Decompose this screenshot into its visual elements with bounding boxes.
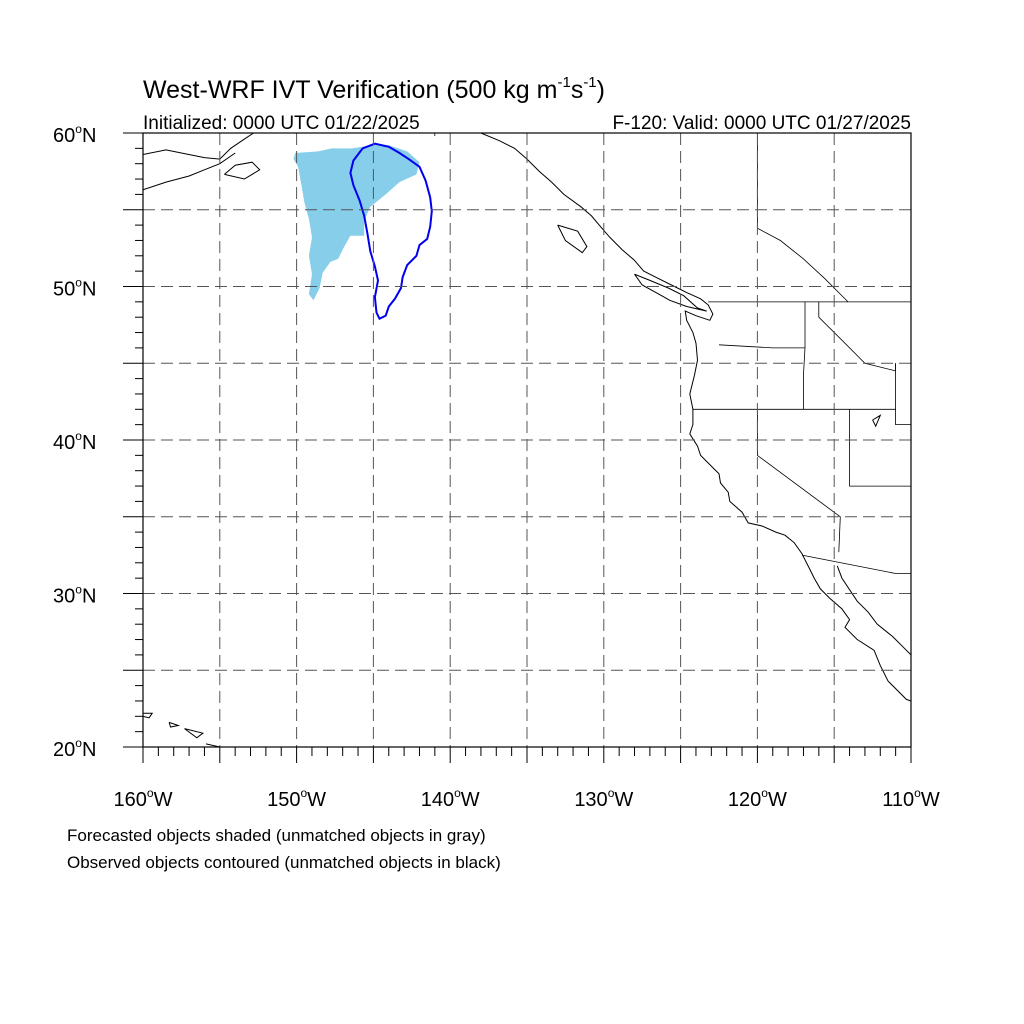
degree-mark: o (454, 786, 461, 800)
degree-mark: o (75, 276, 82, 290)
political-borders-layer (434, 133, 911, 574)
border-line (757, 409, 841, 553)
hemisphere-letter: N (82, 739, 96, 761)
border-line (803, 301, 806, 410)
init-time-label: Initialized: 0000 UTC 01/22/2025 (143, 113, 420, 134)
hemisphere-letter: W (307, 789, 326, 811)
hemisphere-letter: W (768, 789, 787, 811)
valid-time-label: F-120: Valid: 0000 UTC 01/27/2025 (612, 113, 911, 134)
degree-mark: o (761, 786, 768, 800)
forecast-legend-note: Forecasted objects shaded (unmatched obj… (67, 826, 486, 845)
title-unit-s: s (571, 76, 584, 104)
axis-ticks (123, 132, 912, 763)
degree-mark: o (75, 583, 82, 597)
degree-mark: o (75, 736, 82, 750)
lat-label: 40oN (53, 429, 96, 454)
lat-label: 30oN (53, 583, 96, 608)
observed-object-contour (349, 142, 433, 321)
lon-label-value: 110 (882, 789, 914, 811)
coastline (143, 712, 154, 719)
hemisphere-letter: W (921, 789, 940, 811)
lon-label-value: 120 (728, 789, 761, 811)
lat-label: 60oN (53, 122, 96, 147)
forecast-object-layer (293, 143, 420, 301)
hemisphere-letter: N (82, 125, 96, 147)
lat-label-value: 40 (53, 432, 75, 454)
hemisphere-letter: N (82, 279, 96, 301)
lon-label: 160oW (114, 786, 173, 811)
observed-legend-note: Observed objects contoured (unmatched ob… (67, 853, 501, 872)
degree-mark: o (75, 122, 82, 136)
lon-label-value: 130 (574, 789, 607, 811)
lat-label: 50oN (53, 276, 96, 301)
longitude-labels: 160oW 150oW 140oW 130oW 120oW 110oW (114, 786, 940, 811)
coastline (224, 161, 261, 180)
lat-label: 20oN (53, 736, 96, 761)
hemisphere-letter: W (461, 789, 480, 811)
coastline (168, 721, 181, 728)
title-exponent-2: -1 (583, 74, 596, 91)
observed-object-layer (349, 142, 433, 321)
lon-label: 140oW (421, 786, 480, 811)
lon-label: 130oW (574, 786, 633, 811)
title-text: West-WRF IVT Verification (500 kg m (143, 76, 557, 104)
title-exponent-1: -1 (557, 74, 570, 91)
forecast-object (293, 143, 420, 301)
coastline (143, 133, 254, 160)
lon-label-value: 140 (421, 789, 454, 811)
lon-label: 120oW (728, 786, 787, 811)
coastline (634, 273, 707, 312)
border-line (801, 554, 911, 574)
border-line (818, 301, 896, 372)
lat-label-value: 20 (53, 739, 75, 761)
map-frame (142, 132, 912, 748)
coastline (836, 565, 911, 656)
degree-mark: o (914, 786, 921, 800)
lat-label-value: 50 (53, 279, 75, 301)
lon-label: 150oW (267, 786, 326, 811)
coastline (872, 414, 882, 428)
lon-label: 110oW (882, 786, 940, 811)
coastline (184, 728, 205, 739)
degree-mark: o (75, 429, 82, 443)
border-line (718, 344, 805, 349)
lat-label-value: 30 (53, 586, 75, 608)
hemisphere-letter: N (82, 586, 96, 608)
hemisphere-letter: W (614, 789, 633, 811)
hemisphere-letter: W (154, 789, 173, 811)
degree-mark: o (300, 786, 307, 800)
lon-label-value: 160 (114, 789, 147, 811)
degree-mark: o (147, 786, 154, 800)
graticule-grid (143, 133, 911, 747)
border-line (849, 409, 911, 487)
title-close: ) (597, 76, 605, 104)
border-line (895, 363, 911, 426)
coastline (557, 224, 588, 254)
hemisphere-letter: N (82, 432, 96, 454)
chart-title: West-WRF IVT Verification (500 kg m-1s-1… (143, 74, 605, 104)
lat-label-value: 60 (53, 125, 75, 147)
degree-mark: o (608, 786, 615, 800)
coastline (143, 152, 236, 191)
lon-label-value: 150 (267, 789, 300, 811)
coastline (480, 133, 911, 702)
